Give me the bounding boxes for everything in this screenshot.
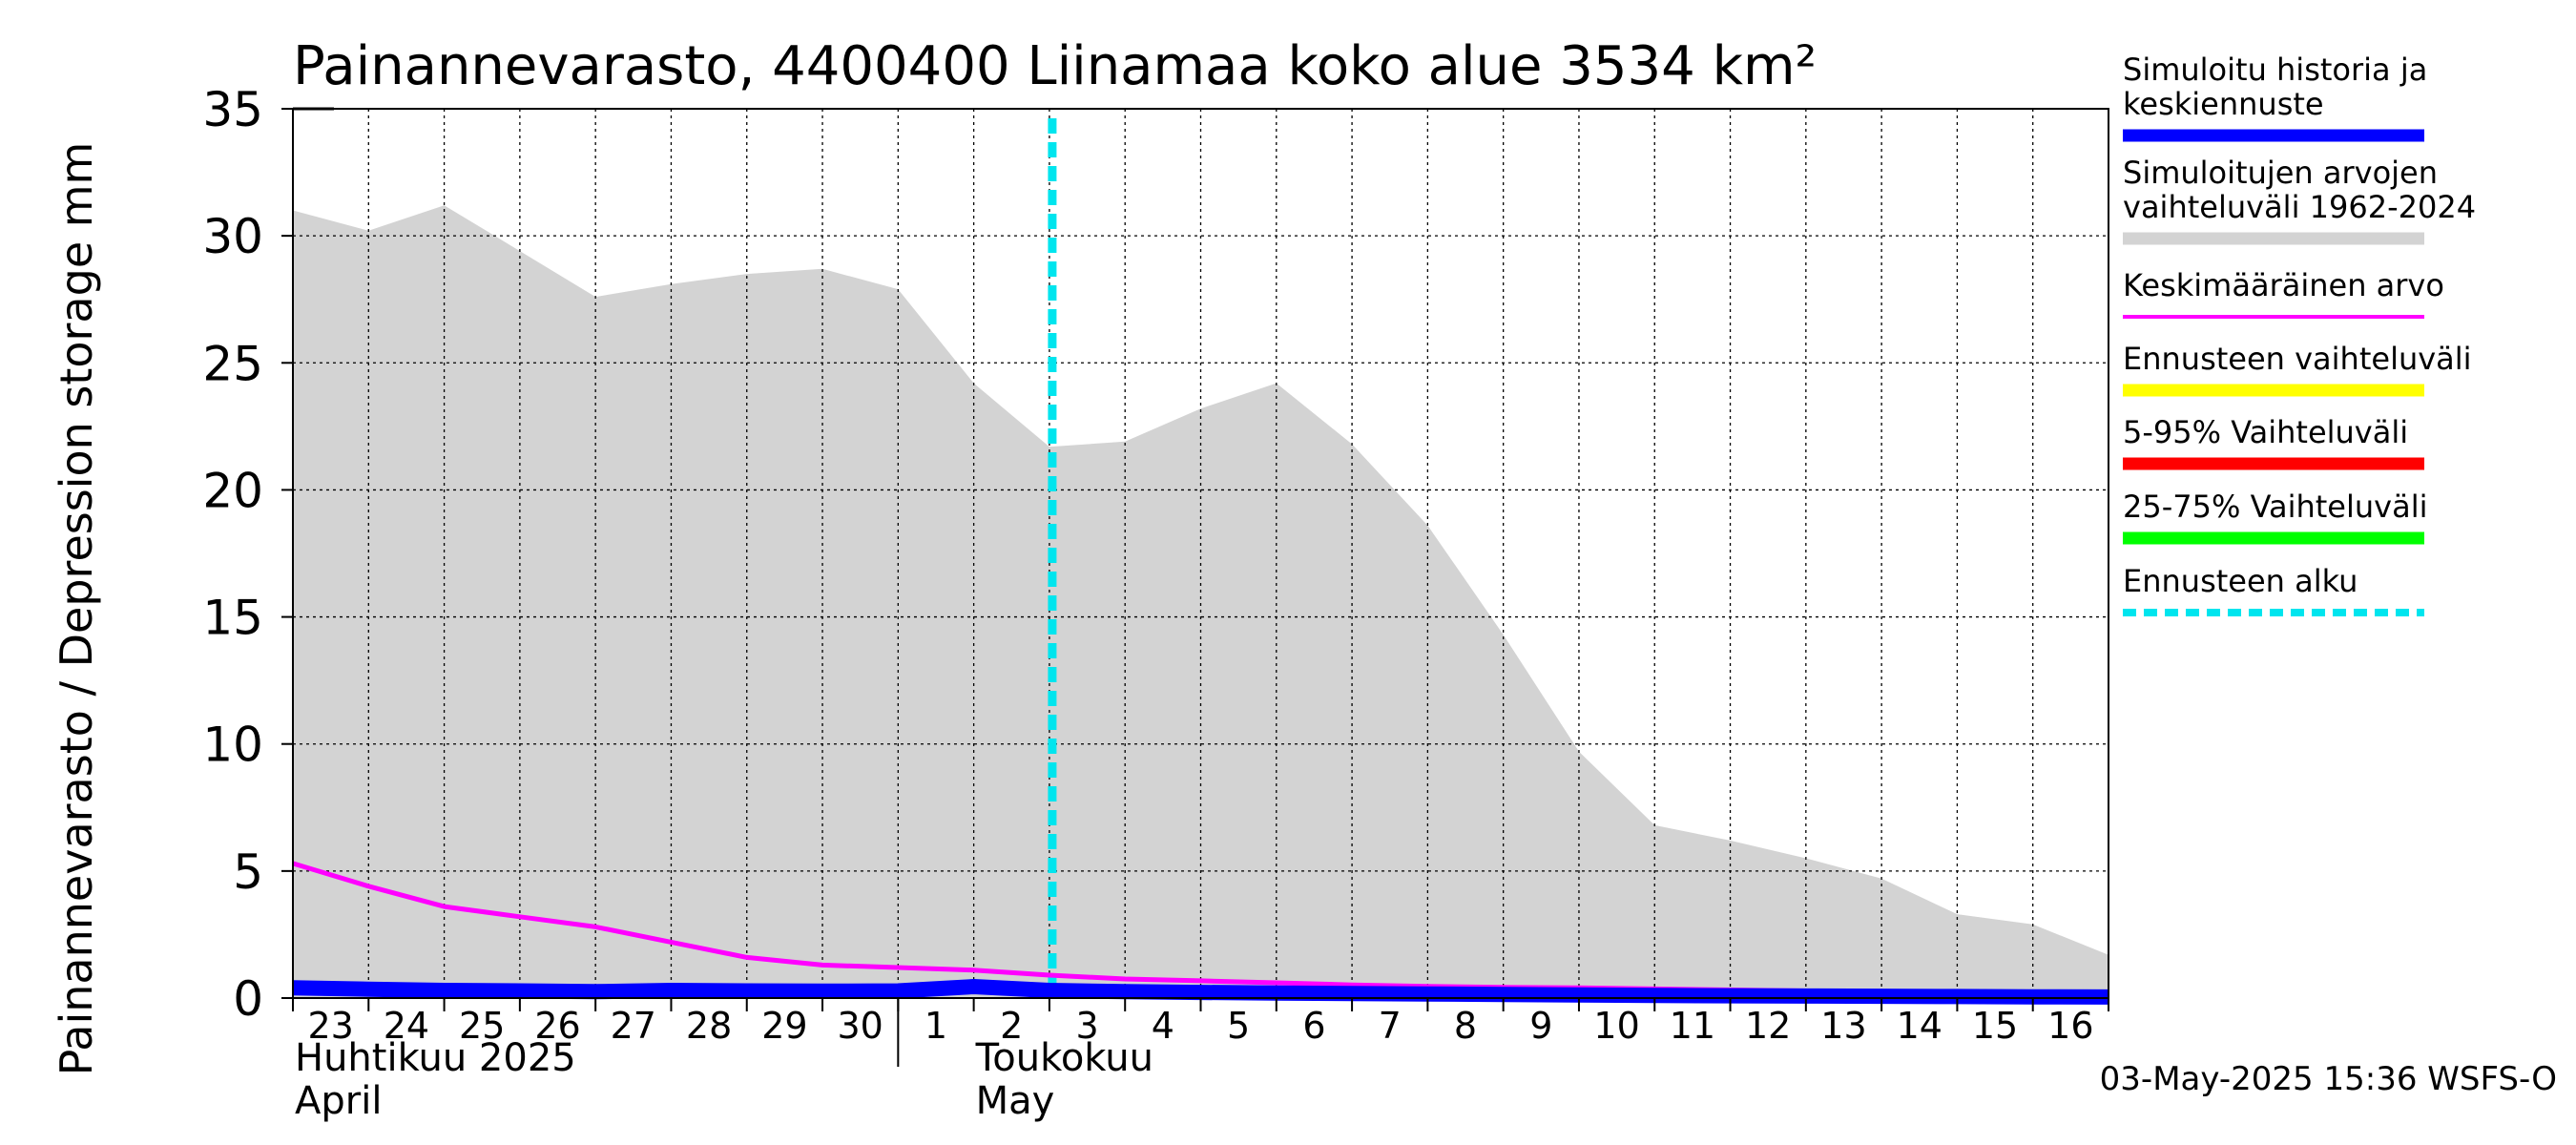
- x-tick-label: 23: [307, 1005, 353, 1047]
- y-tick-label: 15: [202, 591, 263, 646]
- y-tick-label: 30: [202, 209, 263, 264]
- x-tick-label: 25: [459, 1005, 505, 1047]
- x-tick-label: 4: [1152, 1005, 1174, 1047]
- x-tick-label: 16: [2047, 1005, 2093, 1047]
- x-tick-label: 14: [1897, 1005, 1942, 1047]
- y-tick-label: 20: [202, 463, 263, 518]
- x-tick-label: 3: [1075, 1005, 1098, 1047]
- legend-label: 5-95% Vaihteluväli: [2123, 414, 2408, 450]
- legend-label: Ennusteen alku: [2123, 563, 2358, 599]
- x-tick-label: 1: [924, 1005, 947, 1047]
- legend-label: Simuloitu historia ja: [2123, 52, 2427, 88]
- x-tick-label: 7: [1379, 1005, 1402, 1047]
- month-label-english: April: [295, 1079, 382, 1123]
- x-tick-label: 27: [611, 1005, 656, 1047]
- legend-label: 25-75% Vaihteluväli: [2123, 489, 2427, 525]
- y-tick-label: 10: [202, 718, 263, 773]
- legend-label: keskiennuste: [2123, 86, 2324, 122]
- x-tick-label: 28: [686, 1005, 732, 1047]
- month-label: Toukokuu: [975, 1036, 1153, 1080]
- x-tick-label: 24: [384, 1005, 429, 1047]
- x-tick-label: 30: [838, 1005, 883, 1047]
- x-tick-label: 13: [1820, 1005, 1866, 1047]
- month-label-english: May: [976, 1079, 1055, 1123]
- legend-label: Keskimääräinen arvo: [2123, 267, 2444, 303]
- x-tick-label: 9: [1529, 1005, 1552, 1047]
- legend-label: Ennusteen vaihteluväli: [2123, 341, 2472, 377]
- series-layer: [292, 861, 2109, 1005]
- chart-title: Painannevarasto, 4400400 Liinamaa koko a…: [293, 35, 1817, 97]
- y-tick-label: 25: [202, 336, 263, 391]
- x-tick-label: 10: [1593, 1005, 1639, 1047]
- legend-label: vaihteluväli 1962-2024: [2123, 189, 2476, 225]
- x-tick-label: 26: [534, 1005, 580, 1047]
- x-tick-label: 5: [1227, 1005, 1250, 1047]
- footer-timestamp: 03-May-2025 15:36 WSFS-O: [2100, 1060, 2557, 1098]
- y-axis-label: Painannevarasto / Depression storage mm: [51, 142, 102, 1076]
- series-line-simulated-history: [292, 979, 2109, 1005]
- x-tick-label: 2: [1000, 1005, 1023, 1047]
- x-tick-label: 11: [1670, 1005, 1715, 1047]
- month-label: Huhtikuu 2025: [295, 1036, 576, 1080]
- x-tick-label: 8: [1454, 1005, 1477, 1047]
- x-tick-label: 12: [1745, 1005, 1791, 1047]
- grid-layer: [293, 108, 2109, 998]
- y-tick-label: 5: [233, 844, 263, 900]
- y-tick-label: 35: [202, 82, 263, 137]
- x-tick-label: 29: [761, 1005, 807, 1047]
- x-tick-label: 6: [1302, 1005, 1325, 1047]
- y-tick-label: 0: [233, 971, 263, 1027]
- legend-label: Simuloitujen arvojen: [2123, 155, 2438, 191]
- x-tick-label: 15: [1972, 1005, 2018, 1047]
